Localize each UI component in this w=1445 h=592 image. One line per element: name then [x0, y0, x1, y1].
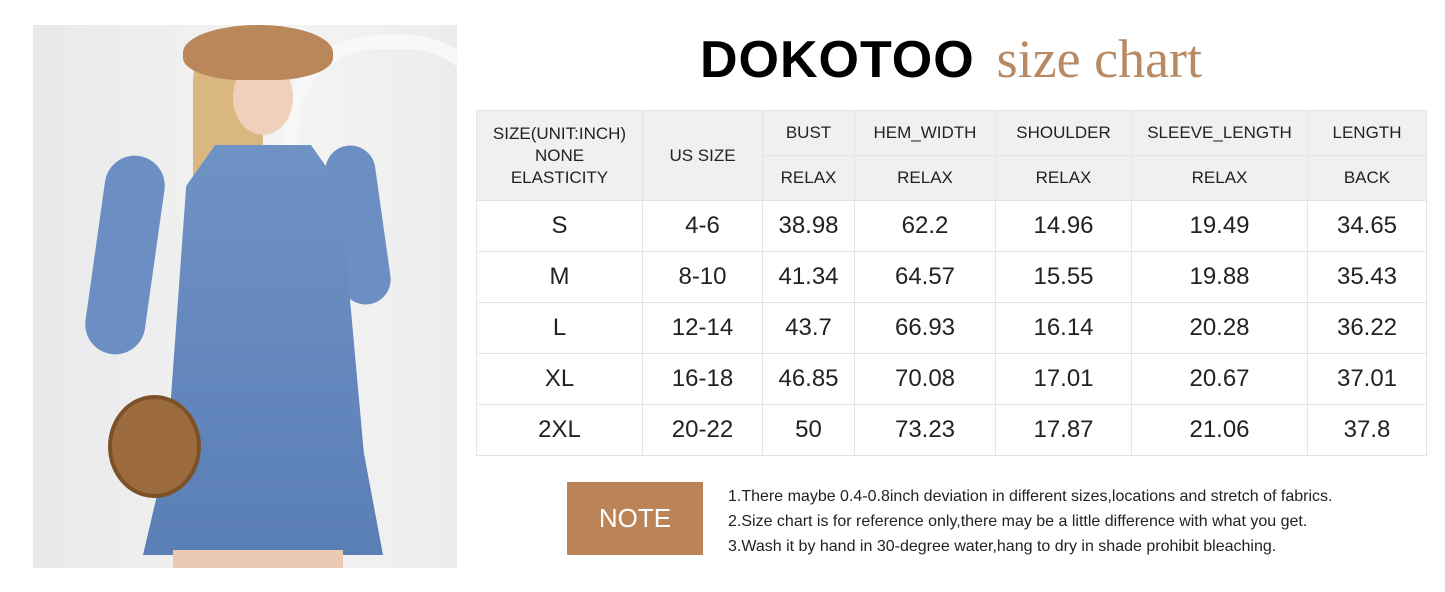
- table-row: M 8-10 41.34 64.57 15.55 19.88 35.43: [476, 251, 1427, 303]
- round-bag: [108, 395, 201, 498]
- table-cell: 19.49: [1131, 200, 1308, 252]
- table-cell: 46.85: [762, 353, 855, 405]
- header-sub: RELAX: [854, 155, 996, 201]
- table-cell: 16-18: [642, 353, 763, 405]
- note-list: 1.There maybe 0.4-0.8inch deviation in d…: [728, 484, 1332, 559]
- table-cell: 17.87: [995, 404, 1132, 456]
- table-cell: 19.88: [1131, 251, 1308, 303]
- table-cell: 20.67: [1131, 353, 1308, 405]
- header-sub: BACK: [1307, 155, 1427, 201]
- header-row: RELAX RELAX RELAX RELAX BACK: [477, 155, 1427, 201]
- table-cell: 20-22: [642, 404, 763, 456]
- header-sublabel: NONE ELASTICITY: [510, 146, 609, 187]
- table-cell: 34.65: [1307, 200, 1427, 252]
- header-sleeve-length: SLEEVE_LENGTH: [1131, 110, 1308, 156]
- table-cell: 20.28: [1131, 302, 1308, 354]
- table-cell: 66.93: [854, 302, 996, 354]
- header-bust: BUST: [762, 110, 855, 156]
- table-cell: XL: [476, 353, 643, 405]
- table-row: XL 16-18 46.85 70.08 17.01 20.67 37.01: [476, 353, 1427, 405]
- header-shoulder: SHOULDER: [995, 110, 1132, 156]
- table-cell: S: [476, 200, 643, 252]
- table-cell: 50: [762, 404, 855, 456]
- header-size: SIZE(UNIT:INCH) NONE ELASTICITY: [476, 110, 643, 201]
- header-label: SIZE(UNIT:INCH): [492, 124, 627, 143]
- table-row: L 12-14 43.7 66.93 16.14 20.28 36.22: [476, 302, 1427, 354]
- product-photo: [33, 25, 457, 568]
- table-cell: 14.96: [995, 200, 1132, 252]
- header-us-size: US SIZE: [642, 110, 763, 201]
- table-cell: L: [476, 302, 643, 354]
- title-subtitle: size chart: [996, 29, 1203, 89]
- note-line: 1.There maybe 0.4-0.8inch deviation in d…: [728, 488, 1333, 505]
- table-cell: 21.06: [1131, 404, 1308, 456]
- model-arm: [81, 151, 169, 359]
- page-title: DOKOTOO size chart: [476, 28, 1426, 90]
- header-sub: RELAX: [1131, 155, 1308, 201]
- hat: [183, 25, 333, 80]
- note-line: 2.Size chart is for reference only,there…: [728, 513, 1308, 530]
- table-cell: 37.01: [1307, 353, 1427, 405]
- table-cell: 36.22: [1307, 302, 1427, 354]
- table-cell: 64.57: [854, 251, 996, 303]
- table-cell: 62.2: [854, 200, 996, 252]
- table-cell: 41.34: [762, 251, 855, 303]
- table-cell: 73.23: [854, 404, 996, 456]
- model-legs: [173, 550, 343, 568]
- table-cell: 15.55: [995, 251, 1132, 303]
- table-cell: 37.8: [1307, 404, 1427, 456]
- header-length: LENGTH: [1307, 110, 1427, 156]
- table-cell: 43.7: [762, 302, 855, 354]
- header-sub: RELAX: [995, 155, 1132, 201]
- table-cell: 35.43: [1307, 251, 1427, 303]
- table-cell: 12-14: [642, 302, 763, 354]
- note-badge: NOTE: [567, 482, 703, 555]
- table-cell: 38.98: [762, 200, 855, 252]
- note-line: 3.Wash it by hand in 30-degree water,han…: [728, 538, 1277, 555]
- table-row: 2XL 20-22 50 73.23 17.87 21.06 37.8: [476, 404, 1427, 456]
- header-hem-width: HEM_WIDTH: [854, 110, 996, 156]
- size-table: SIZE(UNIT:INCH) NONE ELASTICITY US SIZE B…: [476, 110, 1427, 456]
- table-cell: 8-10: [642, 251, 763, 303]
- header-row: SIZE(UNIT:INCH) NONE ELASTICITY US SIZE B…: [476, 110, 1427, 201]
- header-sub: RELAX: [762, 155, 855, 201]
- table-cell: 2XL: [476, 404, 643, 456]
- table-cell: 4-6: [642, 200, 763, 252]
- table-cell: 16.14: [995, 302, 1132, 354]
- table-row: S 4-6 38.98 62.2 14.96 19.49 34.65: [476, 200, 1427, 252]
- table-cell: 17.01: [995, 353, 1132, 405]
- table-cell: 70.08: [854, 353, 996, 405]
- table-cell: M: [476, 251, 643, 303]
- brand-name: DOKOTOO: [699, 31, 975, 89]
